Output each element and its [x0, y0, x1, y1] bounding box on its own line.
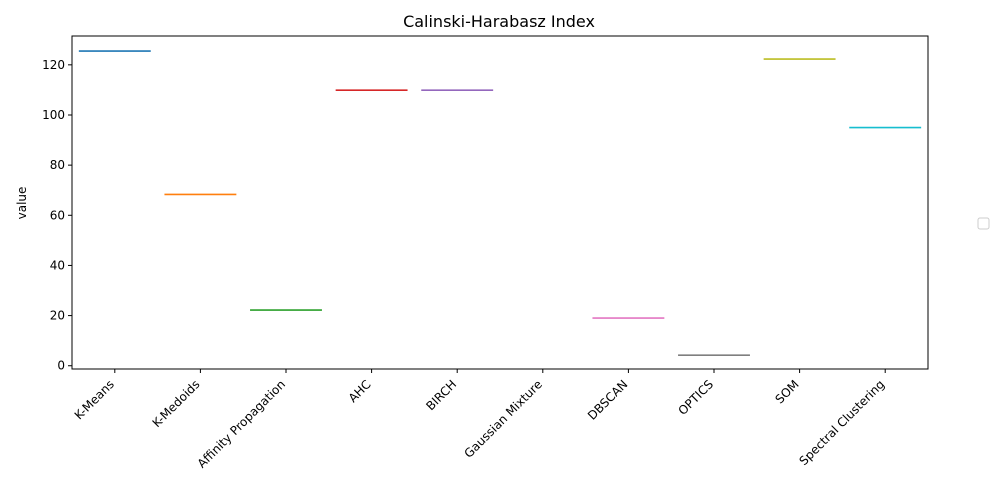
y-tick-label: 80: [50, 158, 65, 172]
chart-title: Calinski-Harabasz Index: [403, 12, 595, 31]
x-tick-label: SOM: [772, 377, 801, 406]
y-tick-label: 60: [50, 208, 65, 222]
x-tick-label: AHC: [346, 377, 374, 405]
y-axis-label: value: [15, 187, 29, 220]
x-tick-label: Gaussian Mixture: [461, 377, 544, 460]
y-tick-label: 100: [42, 108, 65, 122]
x-tick-label: Affinity Propagation: [195, 377, 289, 471]
legend-box: [977, 217, 990, 230]
y-tick-label: 20: [50, 309, 65, 323]
x-tick-label: Spectral Clustering: [796, 377, 887, 468]
x-tick-label: DBSCAN: [585, 377, 631, 423]
x-tick-label: K-Means: [72, 377, 117, 422]
plot-frame: [71, 35, 929, 370]
x-tick-label: BIRCH: [423, 377, 459, 413]
x-tick-label: K-Medoids: [150, 377, 203, 430]
y-tick-label: 0: [57, 359, 65, 373]
y-tick-label: 120: [42, 58, 65, 72]
y-tick-label: 40: [50, 258, 65, 272]
x-tick-label: OPTICS: [675, 377, 716, 418]
